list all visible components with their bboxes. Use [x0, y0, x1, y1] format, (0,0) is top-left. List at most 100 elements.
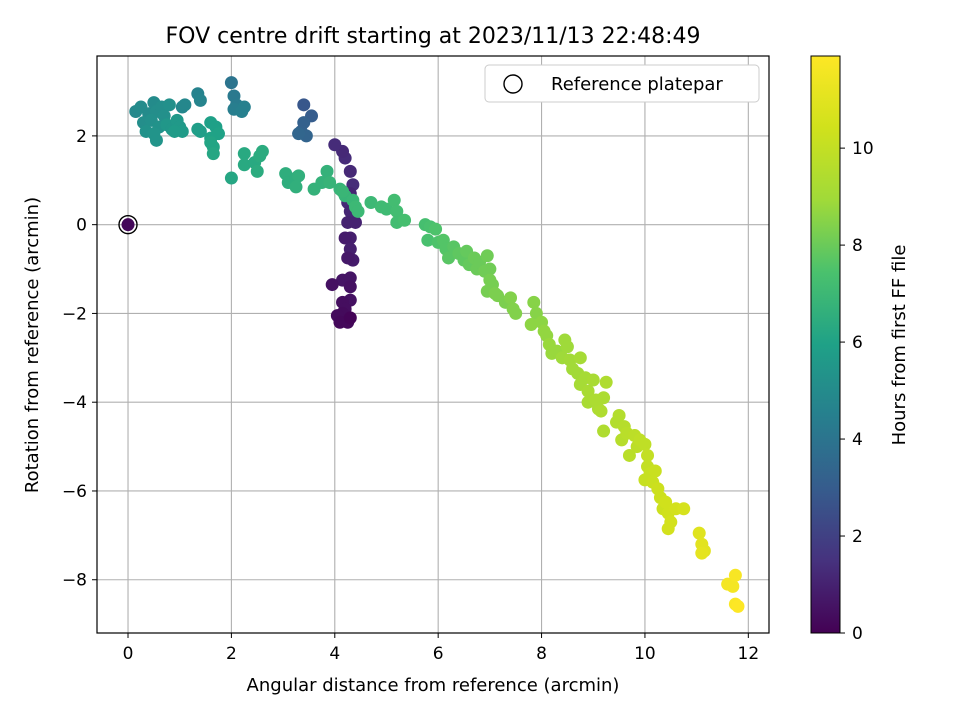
data-point — [237, 158, 251, 172]
chart-title: FOV centre drift starting at 2023/11/13 … — [166, 24, 701, 49]
data-point — [325, 278, 339, 292]
y-axis-label: Rotation from reference (arcmin) — [22, 197, 43, 493]
grid — [97, 56, 769, 633]
data-point — [323, 175, 337, 189]
data-point — [237, 147, 251, 161]
reference-point — [118, 214, 138, 235]
data-point — [204, 136, 218, 150]
data-point — [235, 104, 249, 118]
data-point — [648, 464, 662, 478]
data-point — [659, 495, 673, 509]
data-point — [661, 522, 675, 536]
colorbar-ticks: 0 2 4 6 8 10 — [840, 139, 874, 644]
data-point — [728, 568, 742, 582]
data-point — [348, 215, 362, 229]
data-points — [121, 76, 745, 613]
data-point — [527, 295, 541, 309]
data-point — [206, 147, 220, 161]
data-point — [292, 127, 306, 141]
x-tick-label: 12 — [738, 644, 760, 664]
data-point — [504, 291, 518, 305]
y-tick-label: −2 — [62, 304, 87, 324]
data-point — [573, 351, 587, 365]
data-point — [599, 375, 613, 389]
legend-box — [484, 64, 760, 103]
x-tick-label: 8 — [536, 644, 547, 664]
y-tick-label: 2 — [76, 127, 87, 147]
data-point — [193, 124, 207, 138]
data-point — [594, 404, 608, 418]
legend-label: Reference platepar — [551, 74, 723, 95]
data-point — [581, 384, 595, 398]
data-point — [297, 98, 311, 112]
data-point — [336, 184, 350, 198]
data-point — [692, 526, 706, 540]
data-point — [341, 251, 355, 265]
data-point — [224, 171, 238, 185]
data-point — [343, 164, 357, 178]
data-point — [612, 409, 626, 423]
data-point — [292, 169, 306, 183]
x-tick-label: 6 — [433, 644, 444, 664]
data-point — [421, 233, 435, 247]
data-point — [149, 133, 163, 147]
data-point — [338, 231, 352, 245]
y-tick-label: −6 — [62, 482, 87, 502]
x-axis-label: Angular distance from reference (arcmin) — [247, 675, 620, 696]
plot-frame — [96, 55, 770, 634]
data-point — [641, 448, 655, 462]
y-tick-label: −4 — [62, 393, 87, 413]
data-point — [509, 306, 523, 320]
data-point — [224, 76, 238, 90]
data-point — [328, 138, 342, 152]
data-point — [175, 100, 189, 114]
data-point — [379, 202, 393, 216]
data-point — [677, 502, 691, 516]
data-point — [168, 124, 182, 138]
data-point — [250, 164, 264, 178]
data-point — [622, 448, 636, 462]
data-point — [524, 318, 538, 332]
data-point — [480, 249, 494, 263]
data-point — [121, 218, 135, 232]
data-point — [398, 213, 412, 227]
data-point — [560, 340, 574, 354]
reference-marker-icon — [118, 214, 138, 235]
data-point — [597, 391, 611, 405]
data-point — [387, 193, 401, 207]
x-tick-label: 2 — [226, 644, 237, 664]
colorbar-tick-label: 4 — [852, 430, 863, 450]
y-tick-label: 0 — [76, 216, 87, 236]
data-point — [586, 373, 600, 387]
data-point — [343, 311, 357, 325]
data-point — [320, 164, 334, 178]
data-point — [695, 546, 709, 560]
data-point — [343, 280, 357, 294]
y-tick-label: −8 — [62, 571, 87, 591]
data-point — [390, 204, 404, 218]
data-point — [289, 180, 303, 194]
data-point — [726, 579, 740, 593]
data-point — [731, 599, 745, 613]
data-point — [442, 251, 456, 265]
x-axis-ticks: 0 2 4 6 8 10 12 — [123, 633, 760, 664]
data-point — [638, 437, 652, 451]
colorbar-tick-label: 6 — [852, 333, 863, 353]
y-axis-ticks: −8 −6 −4 −2 0 2 — [62, 127, 97, 591]
colorbar-tick-label: 0 — [852, 624, 863, 644]
x-tick-label: 0 — [123, 644, 134, 664]
colorbar-tick-label: 8 — [852, 236, 863, 256]
colorbar-tick-label: 10 — [852, 139, 874, 159]
colorbar — [810, 55, 841, 634]
data-point — [364, 195, 378, 209]
data-point — [483, 262, 497, 276]
legend-marker-icon — [503, 74, 523, 94]
x-tick-label: 10 — [634, 644, 656, 664]
data-point — [429, 222, 443, 236]
colorbar-tick-label: 2 — [852, 527, 863, 547]
legend: Reference platepar — [484, 64, 760, 103]
data-point — [162, 98, 176, 112]
data-point — [193, 93, 207, 107]
data-point — [255, 144, 269, 158]
